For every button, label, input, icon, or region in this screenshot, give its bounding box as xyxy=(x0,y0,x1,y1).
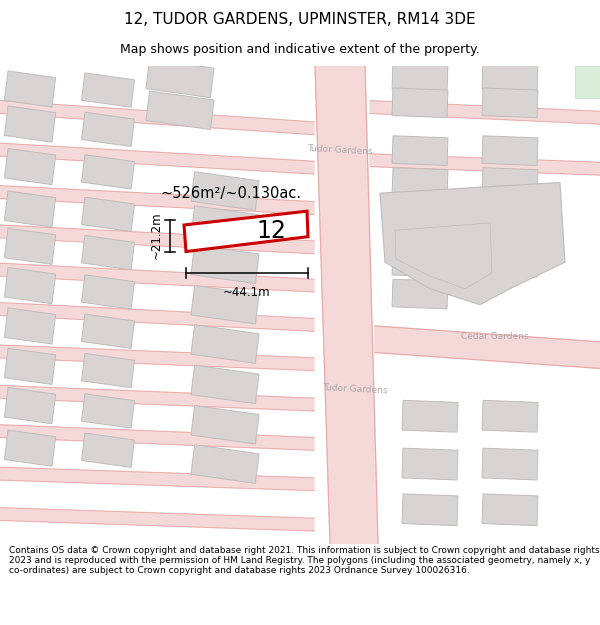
Polygon shape xyxy=(82,155,134,189)
Polygon shape xyxy=(402,401,458,432)
Polygon shape xyxy=(375,326,600,368)
Polygon shape xyxy=(191,245,259,284)
Polygon shape xyxy=(4,308,56,344)
Polygon shape xyxy=(4,348,56,384)
Polygon shape xyxy=(392,248,448,277)
Polygon shape xyxy=(482,136,538,166)
Polygon shape xyxy=(0,302,314,331)
Polygon shape xyxy=(4,106,56,142)
Polygon shape xyxy=(392,168,448,198)
Text: ~44.1m: ~44.1m xyxy=(223,286,271,299)
Polygon shape xyxy=(82,112,134,146)
Polygon shape xyxy=(0,225,314,254)
Text: 12, TUDOR GARDENS, UPMINSTER, RM14 3DE: 12, TUDOR GARDENS, UPMINSTER, RM14 3DE xyxy=(124,12,476,27)
Polygon shape xyxy=(82,433,134,468)
Polygon shape xyxy=(0,345,314,371)
Text: Map shows position and indicative extent of the property.: Map shows position and indicative extent… xyxy=(120,42,480,56)
Polygon shape xyxy=(191,206,259,244)
Polygon shape xyxy=(4,71,56,107)
Polygon shape xyxy=(184,211,308,251)
Text: Contains OS data © Crown copyright and database right 2021. This information is : Contains OS data © Crown copyright and d… xyxy=(9,546,599,576)
Polygon shape xyxy=(575,66,600,98)
Polygon shape xyxy=(82,394,134,428)
Polygon shape xyxy=(0,186,314,214)
Text: ~21.2m: ~21.2m xyxy=(150,212,163,259)
Polygon shape xyxy=(392,210,448,240)
Polygon shape xyxy=(0,143,314,174)
Polygon shape xyxy=(82,198,134,231)
Polygon shape xyxy=(0,425,314,450)
Polygon shape xyxy=(0,508,314,531)
Polygon shape xyxy=(82,73,134,107)
Polygon shape xyxy=(482,61,538,91)
Polygon shape xyxy=(191,406,259,444)
Polygon shape xyxy=(402,494,458,526)
Polygon shape xyxy=(315,66,378,544)
Polygon shape xyxy=(392,61,448,91)
Polygon shape xyxy=(191,286,259,324)
Polygon shape xyxy=(0,386,314,411)
Polygon shape xyxy=(482,448,538,480)
Polygon shape xyxy=(4,228,56,264)
Polygon shape xyxy=(4,388,56,424)
Polygon shape xyxy=(482,168,538,198)
Polygon shape xyxy=(191,325,259,363)
Polygon shape xyxy=(4,191,56,227)
Polygon shape xyxy=(392,88,448,118)
Text: 12: 12 xyxy=(256,219,286,243)
Polygon shape xyxy=(191,365,259,404)
Polygon shape xyxy=(482,401,538,432)
Polygon shape xyxy=(370,154,600,175)
Polygon shape xyxy=(146,91,214,129)
Polygon shape xyxy=(392,136,448,166)
Polygon shape xyxy=(395,223,492,289)
Polygon shape xyxy=(482,248,538,277)
Text: Tudor Gardens: Tudor Gardens xyxy=(322,384,388,396)
Polygon shape xyxy=(482,88,538,118)
Polygon shape xyxy=(82,353,134,388)
Polygon shape xyxy=(191,445,259,483)
Polygon shape xyxy=(4,430,56,466)
Polygon shape xyxy=(191,172,259,210)
Polygon shape xyxy=(392,279,448,309)
Polygon shape xyxy=(380,182,565,304)
Text: Cedar Gardens: Cedar Gardens xyxy=(461,332,529,341)
Polygon shape xyxy=(0,263,314,292)
Polygon shape xyxy=(82,275,134,309)
Polygon shape xyxy=(82,314,134,348)
Polygon shape xyxy=(402,448,458,480)
Polygon shape xyxy=(0,468,314,491)
Polygon shape xyxy=(370,101,600,124)
Polygon shape xyxy=(146,59,214,98)
Polygon shape xyxy=(4,268,56,304)
Polygon shape xyxy=(0,101,314,134)
Polygon shape xyxy=(482,210,538,240)
Text: ~526m²/~0.130ac.: ~526m²/~0.130ac. xyxy=(160,186,301,201)
Polygon shape xyxy=(82,236,134,270)
Polygon shape xyxy=(4,149,56,184)
Polygon shape xyxy=(482,494,538,526)
Text: Tudor Gardens: Tudor Gardens xyxy=(307,144,373,157)
